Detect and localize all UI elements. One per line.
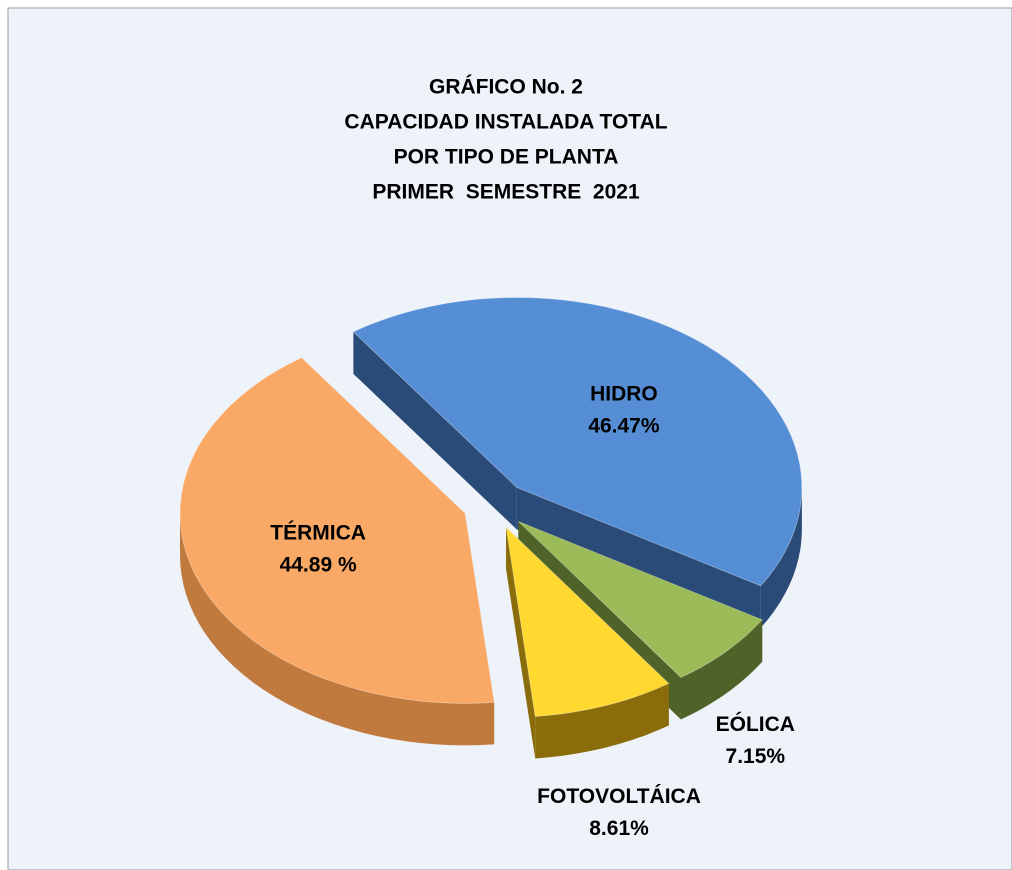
slice-top xyxy=(179,357,495,704)
value-label: 7.15% xyxy=(726,745,786,768)
category-label: EÓLICA xyxy=(716,712,795,736)
slice-top xyxy=(352,296,803,587)
slice-side xyxy=(681,619,763,720)
value-label: 46.47% xyxy=(588,415,660,438)
pie xyxy=(179,296,803,759)
value-label: 8.61% xyxy=(589,817,649,840)
slice-top xyxy=(517,520,764,679)
category-label: FOTOVOLTÁICA xyxy=(537,785,701,808)
chart-title: GRÁFICO No. 2 xyxy=(429,76,583,99)
chart-title: POR TIPO DE PLANTA xyxy=(394,146,619,169)
slice-top xyxy=(505,526,670,718)
value-label: 44.89 % xyxy=(280,553,357,576)
slice xyxy=(352,296,803,628)
chart-title: PRIMER SEMESTRE 2021 xyxy=(372,181,640,204)
category-label: HIDRO xyxy=(590,383,658,406)
slice-side xyxy=(760,487,802,628)
slice-side xyxy=(180,513,495,746)
labels: HIDRO 46.47% EÓLICA 7.15% FOTOVOLTÁICA 8.61% T… xyxy=(270,383,795,840)
slice-wall xyxy=(353,331,517,530)
chart-title: CAPACIDAD INSTALADA TOTAL xyxy=(344,111,667,134)
slice xyxy=(179,357,495,746)
category-label: TÉRMICA xyxy=(270,521,366,544)
slice-wall xyxy=(506,527,536,759)
slice-wall xyxy=(516,487,761,628)
title-group: GRÁFICO No. 2 CAPACIDAD INSTALADA TOTAL PO… xyxy=(344,76,667,204)
slice xyxy=(505,526,670,759)
slice-side xyxy=(535,683,669,759)
